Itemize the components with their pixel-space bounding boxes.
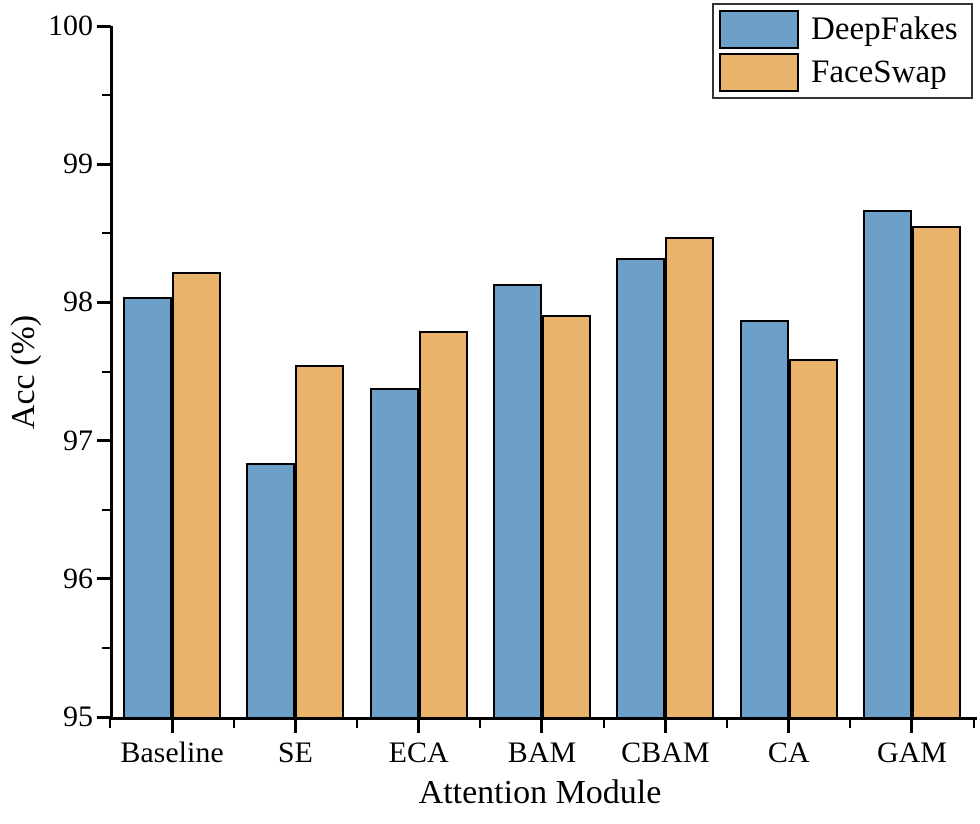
x-major-tick bbox=[417, 720, 421, 733]
y-major-tick bbox=[97, 162, 111, 166]
legend-item-deepfakes: DeepFakes bbox=[719, 10, 965, 49]
legend-label-faceswap: FaceSwap bbox=[811, 54, 947, 90]
y-minor-tick bbox=[102, 646, 111, 649]
x-major-tick bbox=[170, 720, 174, 733]
x-minor-tick bbox=[725, 720, 728, 728]
x-tick-label-gam: GAM bbox=[876, 736, 947, 769]
bar-faceswap-ca bbox=[788, 359, 838, 719]
y-minor-tick bbox=[102, 94, 111, 97]
y-tick-label: 95 bbox=[63, 700, 93, 733]
legend-label-deepfakes: DeepFakes bbox=[811, 11, 958, 47]
x-tick-label-ca: CA bbox=[767, 736, 810, 769]
bar-faceswap-eca bbox=[418, 331, 468, 719]
y-major-tick bbox=[97, 577, 111, 581]
y-major-tick bbox=[97, 439, 111, 443]
x-minor-tick bbox=[355, 720, 358, 728]
bar-deepfakes-ca bbox=[739, 320, 789, 719]
x-axis-title: Attention Module bbox=[418, 774, 662, 811]
x-tick-label-se: SE bbox=[277, 736, 313, 769]
legend-swatch-faceswap-icon bbox=[719, 53, 799, 92]
x-minor-tick bbox=[602, 720, 605, 728]
y-tick-label: 99 bbox=[63, 147, 93, 181]
bar-faceswap-gam bbox=[911, 226, 961, 719]
x-major-tick bbox=[787, 720, 791, 733]
x-major-tick bbox=[293, 720, 297, 733]
x-minor-tick bbox=[849, 720, 852, 728]
y-minor-tick bbox=[102, 232, 111, 235]
x-major-tick bbox=[663, 720, 667, 733]
legend-swatch-deepfakes-icon bbox=[719, 10, 799, 49]
x-minor-tick bbox=[972, 720, 975, 728]
bar-faceswap-se bbox=[295, 364, 345, 719]
legend-item-faceswap: FaceSwap bbox=[719, 53, 965, 92]
bar-deepfakes-se bbox=[246, 462, 296, 719]
bar-deepfakes-bam bbox=[492, 284, 542, 719]
y-major-tick bbox=[97, 300, 111, 304]
y-minor-tick bbox=[102, 508, 111, 511]
y-tick-label: 100 bbox=[48, 9, 93, 42]
x-major-tick bbox=[910, 720, 914, 733]
x-tick-label-cbam: CBAM bbox=[621, 736, 710, 769]
bar-faceswap-cbam bbox=[665, 237, 715, 719]
bar-deepfakes-cbam bbox=[616, 258, 666, 719]
bar-faceswap-bam bbox=[541, 314, 591, 719]
bar-deepfakes-gam bbox=[862, 209, 912, 719]
x-major-tick bbox=[540, 720, 544, 733]
bar-deepfakes-baseline bbox=[123, 296, 172, 719]
y-tick-label: 98 bbox=[63, 285, 93, 319]
bar-faceswap-baseline bbox=[172, 271, 221, 719]
legend: DeepFakes FaceSwap bbox=[712, 3, 973, 99]
y-major-tick bbox=[97, 715, 111, 719]
x-minor-tick bbox=[109, 720, 112, 728]
x-minor-tick bbox=[232, 720, 235, 728]
y-tick-label: 96 bbox=[63, 561, 93, 595]
x-tick-label-eca: ECA bbox=[388, 736, 449, 769]
y-axis-line bbox=[109, 26, 113, 720]
x-tick-label-bam: BAM bbox=[507, 736, 577, 769]
x-minor-tick bbox=[479, 720, 482, 728]
y-major-tick bbox=[97, 24, 111, 28]
x-axis-line bbox=[109, 717, 977, 720]
x-tick-label-baseline: Baseline bbox=[120, 736, 224, 769]
y-axis-title: Acc (%) bbox=[5, 314, 42, 430]
y-tick-label: 97 bbox=[63, 423, 93, 457]
bar-deepfakes-eca bbox=[369, 388, 419, 719]
y-minor-tick bbox=[102, 370, 111, 373]
